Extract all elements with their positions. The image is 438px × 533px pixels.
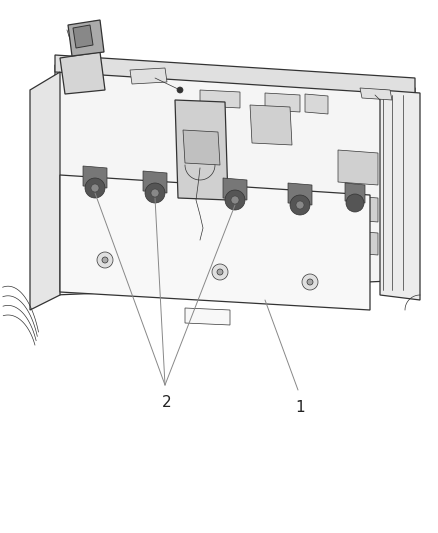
Circle shape — [346, 194, 364, 212]
Polygon shape — [60, 175, 370, 310]
Polygon shape — [305, 94, 328, 114]
Polygon shape — [250, 105, 292, 145]
Polygon shape — [73, 25, 93, 48]
Polygon shape — [130, 68, 167, 84]
Circle shape — [97, 252, 113, 268]
Polygon shape — [83, 166, 107, 188]
Polygon shape — [55, 55, 415, 95]
Circle shape — [145, 183, 165, 203]
Polygon shape — [288, 183, 312, 205]
Circle shape — [212, 264, 228, 280]
Circle shape — [217, 269, 223, 275]
Circle shape — [307, 279, 313, 285]
Polygon shape — [338, 195, 378, 222]
Polygon shape — [175, 100, 228, 200]
Polygon shape — [223, 178, 247, 200]
Polygon shape — [345, 183, 365, 203]
Polygon shape — [68, 20, 104, 56]
Circle shape — [102, 257, 108, 263]
Circle shape — [85, 178, 105, 198]
Circle shape — [225, 190, 245, 210]
Polygon shape — [380, 90, 420, 300]
Polygon shape — [360, 88, 392, 100]
Text: 2: 2 — [162, 395, 172, 410]
Circle shape — [302, 274, 318, 290]
Circle shape — [91, 184, 99, 192]
Circle shape — [151, 189, 159, 197]
Circle shape — [296, 201, 304, 209]
Text: 1: 1 — [295, 400, 305, 415]
Polygon shape — [200, 90, 240, 108]
Polygon shape — [265, 93, 300, 112]
Polygon shape — [60, 52, 105, 94]
Polygon shape — [55, 65, 415, 295]
Circle shape — [290, 195, 310, 215]
Polygon shape — [338, 230, 378, 255]
Polygon shape — [338, 150, 378, 185]
Polygon shape — [30, 72, 60, 310]
Circle shape — [177, 87, 183, 93]
Polygon shape — [183, 130, 220, 165]
Polygon shape — [185, 308, 230, 325]
Polygon shape — [143, 171, 167, 193]
Circle shape — [231, 196, 239, 204]
